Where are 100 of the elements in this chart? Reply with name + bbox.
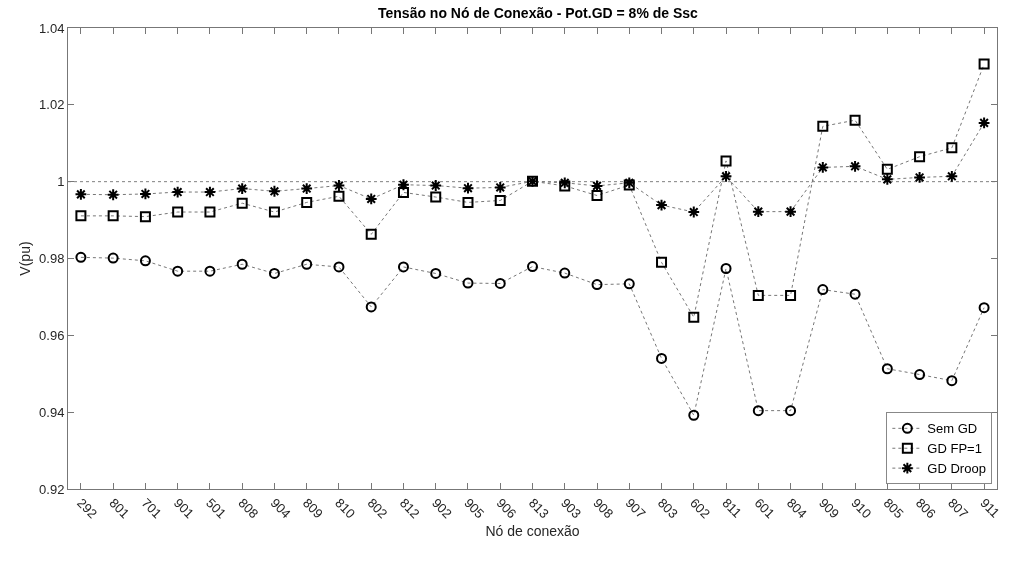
point bbox=[914, 151, 926, 163]
x-tick-label: 907 bbox=[622, 495, 649, 522]
x-tick-label: 601 bbox=[751, 495, 778, 522]
x-tick-label: 812 bbox=[396, 495, 423, 522]
point bbox=[527, 261, 538, 273]
chart-title: Tensão no Nó de Conexão - Pot.GD = 8% de Ssc bbox=[378, 5, 699, 22]
point bbox=[75, 251, 87, 263]
point bbox=[719, 169, 733, 183]
point bbox=[364, 192, 378, 206]
point bbox=[365, 228, 377, 240]
point bbox=[978, 302, 990, 314]
point bbox=[817, 120, 829, 132]
x-tick-label: 602 bbox=[687, 495, 714, 522]
point bbox=[849, 288, 861, 300]
point bbox=[301, 258, 313, 270]
x-tick-label: 804 bbox=[783, 495, 810, 522]
y-axis-title: V(pu) bbox=[17, 241, 33, 276]
point bbox=[978, 58, 990, 70]
x-tick-label: 910 bbox=[848, 495, 875, 522]
point bbox=[493, 181, 507, 194]
point bbox=[204, 265, 216, 277]
x-tick-label: 809 bbox=[299, 495, 326, 522]
point bbox=[720, 155, 732, 167]
x-tick-label: 806 bbox=[912, 495, 939, 522]
point bbox=[365, 301, 377, 313]
point bbox=[139, 187, 152, 201]
point bbox=[106, 188, 120, 202]
point bbox=[430, 267, 442, 279]
point bbox=[301, 196, 313, 208]
point bbox=[494, 194, 506, 206]
y-tick-label: 1 bbox=[57, 174, 65, 190]
point bbox=[559, 267, 571, 279]
point bbox=[172, 265, 184, 277]
point bbox=[752, 405, 764, 417]
point bbox=[945, 169, 959, 183]
point bbox=[913, 171, 926, 184]
x-tick-label: 904 bbox=[267, 495, 294, 522]
y-tick-label: 0.96 bbox=[39, 327, 65, 343]
x-tick-label: 901 bbox=[170, 495, 197, 522]
x-tick-label: 911 bbox=[977, 495, 1003, 521]
point bbox=[880, 172, 894, 186]
point bbox=[849, 114, 861, 126]
point bbox=[816, 161, 830, 174]
x-tick-label: 801 bbox=[106, 495, 133, 522]
point bbox=[236, 258, 248, 270]
point bbox=[300, 182, 314, 195]
point bbox=[461, 181, 475, 195]
point bbox=[914, 369, 926, 381]
point bbox=[139, 255, 151, 267]
x-tick-label: 803 bbox=[654, 495, 681, 522]
point bbox=[430, 191, 442, 203]
point bbox=[656, 352, 668, 364]
point bbox=[688, 311, 700, 323]
point bbox=[591, 190, 603, 201]
x-tick-label: 811 bbox=[719, 495, 745, 521]
x-tick-label: 813 bbox=[525, 495, 552, 522]
point bbox=[656, 256, 668, 268]
point bbox=[332, 179, 346, 192]
point bbox=[429, 179, 443, 192]
point bbox=[720, 262, 732, 274]
y-tick-label: 0.92 bbox=[39, 481, 65, 497]
point bbox=[236, 197, 248, 209]
x-tick-label: 701 bbox=[138, 495, 165, 522]
legend-label: GD Droop bbox=[927, 461, 986, 477]
point bbox=[655, 198, 668, 212]
x-tick-label: 903 bbox=[558, 495, 584, 522]
point bbox=[591, 279, 603, 291]
point bbox=[946, 142, 958, 154]
legend-label: Sem GD bbox=[927, 421, 978, 437]
point bbox=[688, 409, 700, 421]
point bbox=[397, 261, 409, 273]
x-tick-label: 906 bbox=[493, 495, 520, 522]
point bbox=[752, 289, 764, 301]
point bbox=[397, 178, 410, 192]
x-tick-label: 909 bbox=[816, 495, 843, 522]
point bbox=[107, 210, 119, 222]
x-tick-label: 501 bbox=[203, 495, 230, 522]
point bbox=[848, 159, 862, 173]
point bbox=[462, 196, 474, 208]
point bbox=[977, 116, 991, 130]
point bbox=[75, 210, 87, 222]
y-tick-label: 0.94 bbox=[39, 404, 65, 420]
point bbox=[268, 184, 281, 198]
point bbox=[785, 405, 797, 417]
point bbox=[268, 267, 280, 279]
y-tick-label: 1.04 bbox=[39, 20, 65, 36]
point bbox=[881, 163, 893, 175]
point bbox=[74, 187, 88, 201]
x-tick-label: 292 bbox=[74, 495, 101, 522]
point bbox=[559, 180, 571, 192]
point bbox=[784, 205, 797, 219]
point bbox=[172, 206, 184, 218]
point bbox=[881, 363, 893, 375]
x-tick-label: 902 bbox=[429, 495, 455, 522]
point bbox=[785, 289, 797, 301]
point bbox=[333, 190, 345, 202]
x-tick-label: 805 bbox=[880, 495, 907, 522]
point bbox=[235, 182, 249, 195]
legend-label: GD FP=1 bbox=[927, 441, 982, 457]
point bbox=[268, 206, 280, 218]
